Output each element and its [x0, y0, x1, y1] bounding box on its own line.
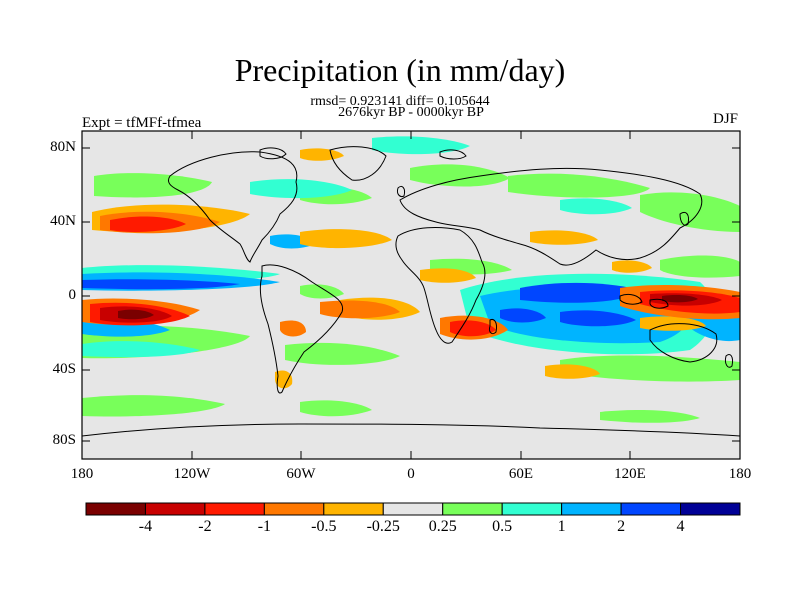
y-ticks [82, 147, 740, 442]
x-ticks [81, 131, 741, 459]
x-tick-label: 120W [173, 466, 211, 482]
colorbar-swatch [323, 502, 384, 516]
colorbar-label: 2 [617, 518, 626, 535]
x-tick-label: 60E [508, 466, 534, 482]
y-tick-label: 40S [52, 361, 76, 377]
season-label: DJF [712, 111, 738, 127]
period-line: 2676kyr BP - 0000kyr BP [338, 105, 484, 120]
stats-line: rmsd= 0.923141 diff= 0.105644 [310, 94, 490, 109]
anomaly-fields [82, 136, 740, 437]
colorbar-label: -2 [198, 518, 212, 535]
experiment-label: Expt = tfMFf-tfmea [82, 115, 202, 131]
x-tick-label: 60W [286, 466, 316, 482]
colorbar-swatch [263, 502, 325, 516]
colorbar-label: 4 [676, 518, 685, 535]
y-tick-label: 40N [50, 213, 76, 229]
colorbar-swatch [620, 502, 682, 516]
x-tick-label: 180 [70, 466, 94, 482]
colorbar-swatch [204, 502, 265, 516]
colorbar-swatch [501, 502, 563, 516]
blue-patches [82, 279, 640, 327]
colorbar-swatch [382, 502, 444, 516]
y-tick-label: 0 [68, 287, 77, 303]
y-tick-label: 80N [50, 139, 76, 155]
y-tick-label: 80S [52, 432, 76, 448]
colorbar-swatch [85, 502, 146, 516]
colorbar-label: 1 [557, 518, 566, 535]
x-tick-label: 0 [407, 466, 415, 482]
colorbar-label: -1 [257, 518, 272, 535]
colorbar-swatch [144, 502, 206, 516]
colorbar-swatch [442, 502, 503, 516]
colorbar-label: 0.25 [428, 518, 457, 535]
green-patches [82, 164, 740, 423]
coastlines [82, 146, 740, 437]
colorbar-swatch [680, 502, 741, 516]
colorbar-label: -0.5 [311, 518, 337, 535]
deepred-patches [118, 295, 698, 320]
colorbar-label: 0.5 [492, 518, 513, 535]
colorbar-label: -4 [138, 518, 153, 535]
colorbar-swatch [561, 502, 622, 516]
x-tick-label: 120E [614, 466, 646, 482]
colorbar [85, 502, 741, 516]
colorbar-label: -0.25 [366, 518, 400, 535]
map-title: Precipitation (in mm/day) [234, 52, 566, 88]
x-tick-label: 180 [728, 466, 752, 482]
